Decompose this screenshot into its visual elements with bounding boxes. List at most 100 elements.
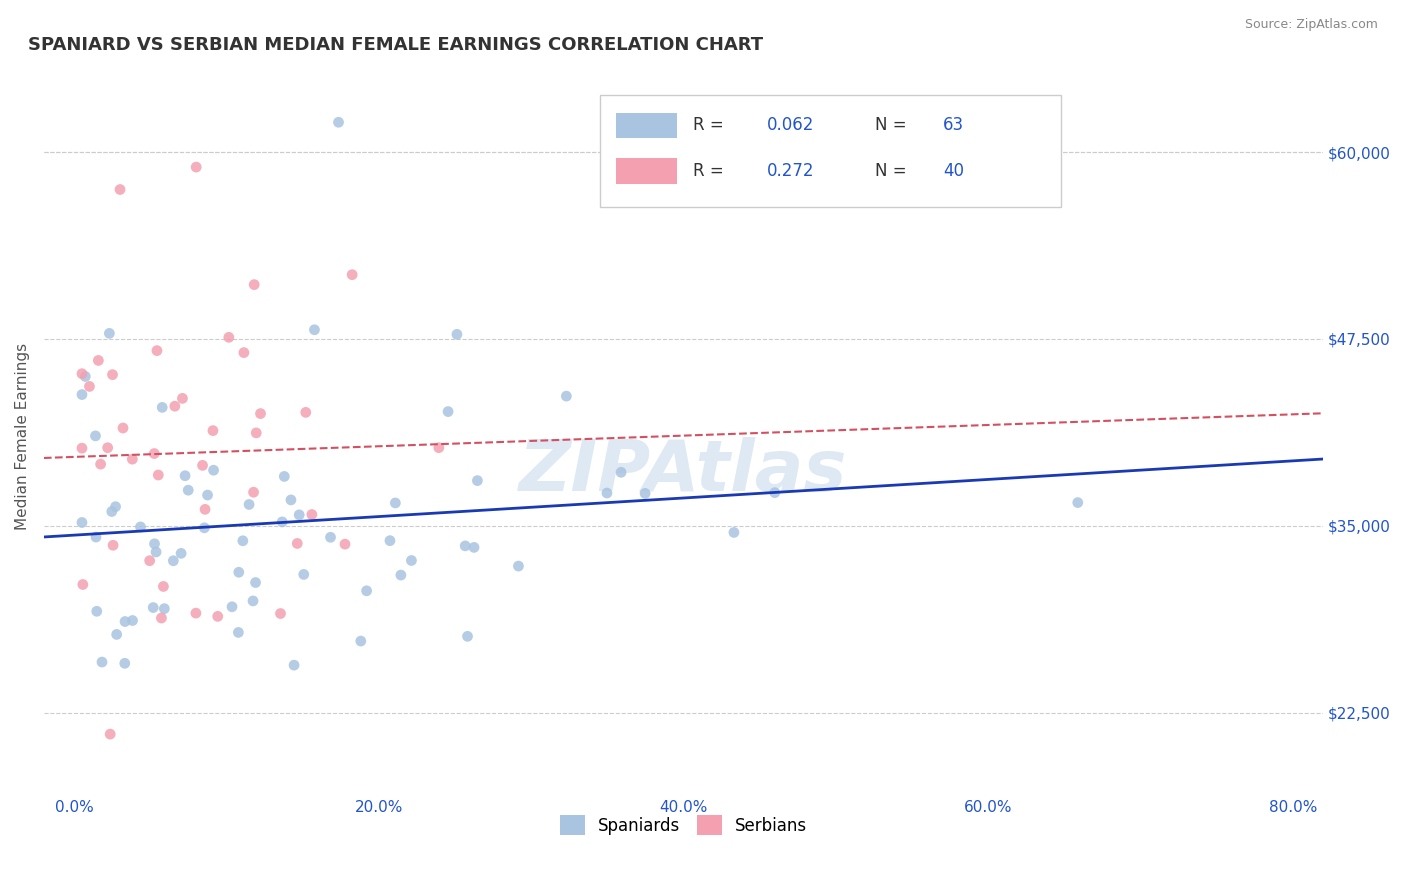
Point — [446, 327, 468, 342]
FancyBboxPatch shape — [616, 112, 678, 138]
Point — [91, 655, 114, 669]
Point — [218, 330, 240, 344]
Text: ZIPAtlas: ZIPAtlas — [519, 437, 848, 507]
Point — [191, 458, 214, 473]
Point — [454, 539, 477, 553]
Point — [98, 326, 121, 341]
Point — [186, 160, 208, 174]
Point — [350, 634, 373, 648]
Point — [292, 567, 315, 582]
Point — [150, 611, 173, 625]
Point — [170, 546, 193, 560]
Point — [245, 575, 267, 590]
Point — [87, 353, 110, 368]
FancyBboxPatch shape — [616, 158, 678, 184]
Text: 40: 40 — [943, 161, 965, 179]
Point — [104, 500, 127, 514]
Point — [319, 530, 342, 544]
Point — [221, 599, 243, 614]
Point — [280, 492, 302, 507]
Point — [194, 502, 217, 516]
Point — [86, 604, 108, 618]
Point — [142, 600, 165, 615]
Point — [232, 533, 254, 548]
Point — [463, 541, 485, 555]
Point — [150, 401, 173, 415]
Point — [98, 727, 121, 741]
FancyBboxPatch shape — [600, 95, 1062, 207]
Point — [143, 537, 166, 551]
Text: N =: N = — [876, 161, 912, 179]
Point — [340, 268, 363, 282]
Point — [202, 463, 225, 477]
Point — [84, 530, 107, 544]
Point — [72, 577, 94, 591]
Point — [197, 488, 219, 502]
Point — [163, 399, 186, 413]
Point — [145, 545, 167, 559]
Point — [283, 658, 305, 673]
Point — [184, 606, 207, 620]
Point — [389, 568, 412, 582]
Point — [121, 614, 143, 628]
Text: R =: R = — [693, 117, 728, 135]
Point — [555, 389, 578, 403]
Point — [328, 115, 350, 129]
Point — [238, 498, 260, 512]
Point — [467, 474, 489, 488]
Point — [356, 583, 378, 598]
Point — [271, 515, 294, 529]
Point — [304, 323, 326, 337]
Point — [242, 594, 264, 608]
Point — [153, 601, 176, 615]
Point — [90, 457, 112, 471]
Point — [148, 468, 170, 483]
Text: 0.272: 0.272 — [766, 161, 814, 179]
Point — [273, 469, 295, 483]
Point — [152, 579, 174, 593]
Point — [228, 625, 250, 640]
Point — [301, 508, 323, 522]
Point — [232, 345, 254, 359]
Point — [249, 407, 271, 421]
Point — [121, 452, 143, 467]
Point — [84, 429, 107, 443]
Point — [723, 525, 745, 540]
Point — [146, 343, 169, 358]
Point — [129, 520, 152, 534]
Point — [634, 486, 657, 500]
Point — [193, 521, 215, 535]
Point — [108, 182, 131, 196]
Point — [177, 483, 200, 498]
Legend: Spaniards, Serbians: Spaniards, Serbians — [551, 806, 815, 844]
Point — [228, 566, 250, 580]
Y-axis label: Median Female Earnings: Median Female Earnings — [15, 343, 30, 530]
Point — [101, 504, 124, 518]
Point — [138, 554, 160, 568]
Point — [143, 446, 166, 460]
Point — [427, 441, 450, 455]
Point — [384, 496, 406, 510]
Point — [242, 485, 264, 500]
Point — [245, 425, 267, 440]
Text: Source: ZipAtlas.com: Source: ZipAtlas.com — [1244, 18, 1378, 31]
Point — [294, 405, 316, 419]
Text: SPANIARD VS SERBIAN MEDIAN FEMALE EARNINGS CORRELATION CHART: SPANIARD VS SERBIAN MEDIAN FEMALE EARNIN… — [28, 36, 763, 54]
Point — [437, 404, 460, 418]
Point — [75, 369, 97, 384]
Point — [101, 368, 124, 382]
Point — [457, 629, 479, 643]
Point — [97, 441, 120, 455]
Point — [763, 485, 786, 500]
Point — [101, 538, 124, 552]
Point — [401, 553, 423, 567]
Point — [378, 533, 401, 548]
Point — [70, 441, 93, 455]
Point — [1067, 495, 1090, 509]
Point — [243, 277, 266, 292]
Text: 0.062: 0.062 — [766, 117, 814, 135]
Point — [114, 615, 136, 629]
Point — [207, 609, 229, 624]
Point — [288, 508, 311, 522]
Point — [174, 468, 197, 483]
